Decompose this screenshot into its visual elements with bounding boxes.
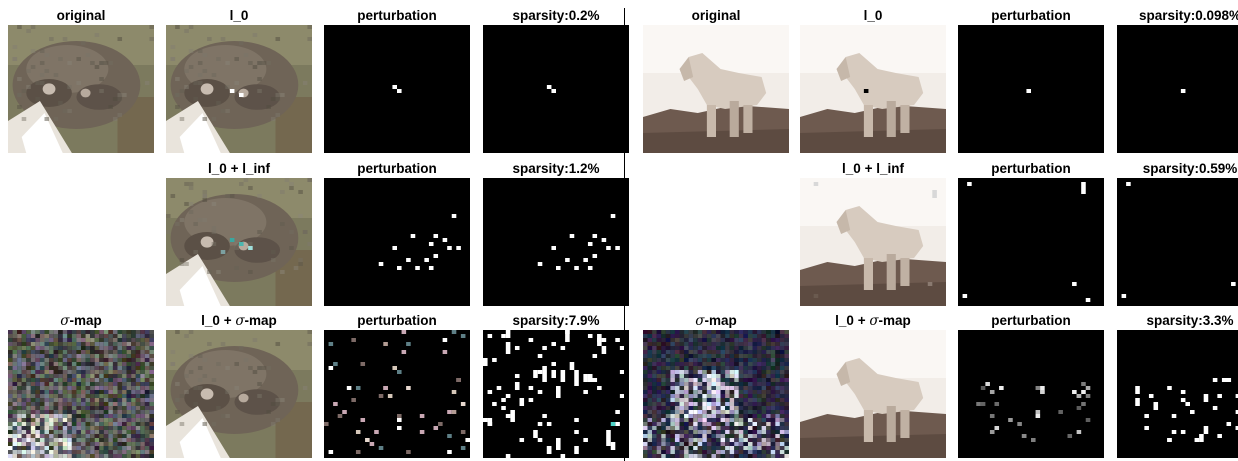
frog-label-r3-c4: sparsity:7.9%: [512, 313, 600, 328]
frog-image-pert-med: [324, 178, 470, 306]
horse-image-horse: [643, 25, 789, 153]
frog-image-frog: [166, 330, 312, 458]
frog-label-r2-c2: l_0 + l_inf: [208, 161, 270, 176]
frog-label-r3-c3: perturbation: [357, 313, 437, 328]
horse-label-r2-c4: sparsity:0.59%: [1142, 161, 1238, 176]
horse-image-pert-one: [958, 25, 1104, 153]
frog-image-bin-med: [483, 178, 629, 306]
frog-image-frog-adv: [166, 25, 312, 153]
horse-image-horse-adv2: [800, 178, 946, 306]
horse-image-bin-grey: [1117, 330, 1238, 458]
horse-image-pert-edge: [958, 178, 1104, 306]
frog-image-frog-adv2: [166, 178, 312, 306]
frog-label-r1-c1: original: [56, 8, 106, 23]
frog-image-bin-sparse: [483, 25, 629, 153]
horse-image-bin-edge: [1117, 178, 1238, 306]
horse-image-sigma2: [643, 330, 789, 458]
horse-image-horse: [800, 330, 946, 458]
horse-label-r1-c2: l_0: [863, 8, 883, 23]
horse-image-pert-grey: [958, 330, 1104, 458]
horse-label-r3-c4: sparsity:3.3%: [1146, 313, 1234, 328]
horse-label-r1-c1: original: [691, 8, 741, 23]
horse-label-r2-c2: l_0 + l_inf: [842, 161, 904, 176]
horse-label-r3-c2: l_0 + σ-map: [835, 313, 911, 329]
frog-image-frog: [8, 25, 154, 153]
frog-label-r2-c4: sparsity:1.2%: [512, 161, 600, 176]
frog-image-bin-dense: [483, 330, 629, 458]
frog-label-r1-c4: sparsity:0.2%: [512, 8, 600, 23]
horse-label-r3-c3: perturbation: [991, 313, 1071, 328]
horse-label-r1-c3: perturbation: [991, 8, 1071, 23]
frog-label-r1-c3: perturbation: [357, 8, 437, 23]
horse-label-r1-c4: sparsity:0.098%: [1138, 8, 1238, 23]
horse-image-horse-adv: [800, 25, 946, 153]
frog-label-r2-c3: perturbation: [357, 161, 437, 176]
horse-image-bin-one: [1117, 25, 1238, 153]
frog-image-pert-dense: [324, 330, 470, 458]
frog-label-r3-c1: σ-map: [60, 313, 102, 329]
frog-image-sigma: [8, 330, 154, 458]
horse-label-r2-c3: perturbation: [991, 161, 1071, 176]
frog-label-r3-c2: l_0 + σ-map: [201, 313, 277, 329]
frog-image-pert-sparse: [324, 25, 470, 153]
horse-label-r3-c1: σ-map: [695, 313, 737, 329]
frog-label-r1-c2: l_0: [229, 8, 249, 23]
panel-divider: [624, 8, 625, 461]
